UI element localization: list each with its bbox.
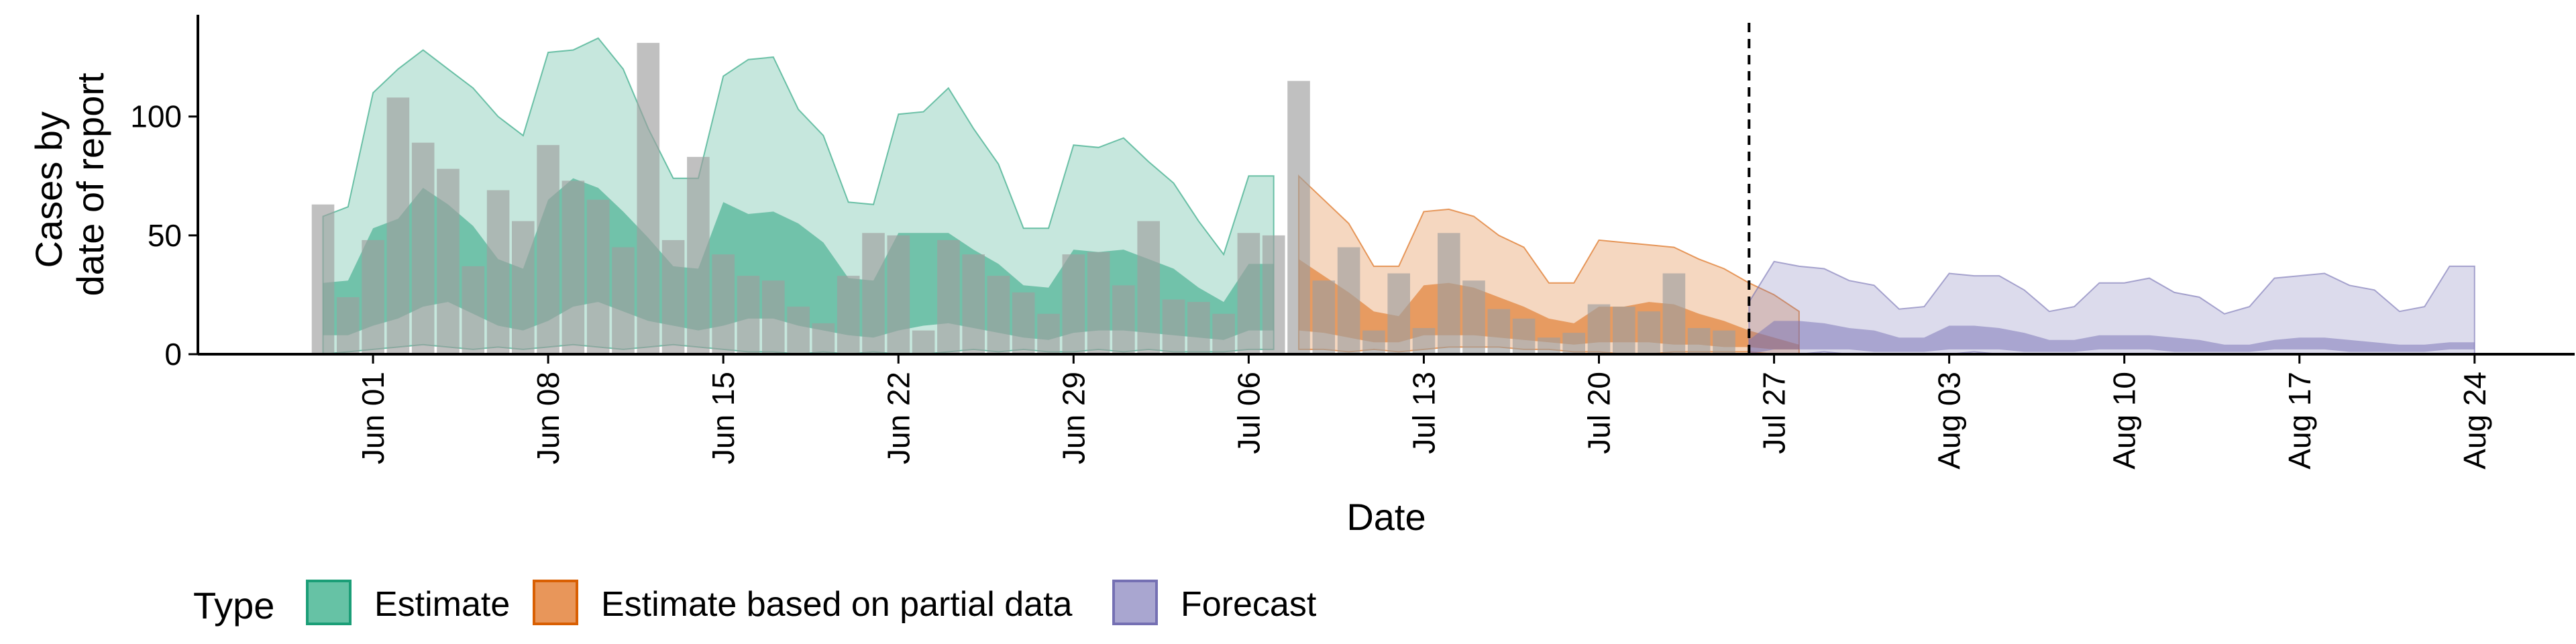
reported-cases-bar (712, 254, 735, 354)
x-axis-title: Date (1346, 496, 1426, 538)
reported-cases-bar (537, 145, 559, 354)
x-tick-label: Aug 10 (2107, 372, 2142, 470)
reported-cases-bar (486, 190, 510, 354)
x-tick-label: Aug 03 (1932, 372, 1967, 470)
legend: Type Estimate Estimate based on partial d… (193, 580, 1317, 627)
reported-cases-bar (837, 276, 860, 354)
reported-cases-bar (1062, 254, 1085, 354)
estimate-inner-ribbon (323, 178, 1274, 340)
y-axis-title-line-1: Cases by (28, 111, 70, 268)
reported-cases-bar (1312, 280, 1336, 354)
reported-cases-bar (1438, 233, 1460, 354)
reported-cases-bar (1137, 221, 1160, 354)
reported-cases-bar (1187, 302, 1210, 354)
y-axis-title-line-2: date of report (69, 72, 111, 297)
reported-cases-bar (1587, 304, 1611, 354)
reported-cases-bar (687, 156, 710, 354)
x-tick-label: Aug 24 (2457, 372, 2492, 470)
reported-cases-bar (1237, 233, 1260, 354)
y-tick-label: 100 (130, 99, 182, 134)
x-tick-label: Jul 20 (1582, 372, 1617, 454)
reported-cases-bar (1487, 309, 1511, 354)
reported-cases-bar (1112, 285, 1135, 354)
reported-cases-bar (1212, 313, 1235, 354)
reported-cases-bar (612, 247, 635, 354)
reported-cases-bar (1462, 280, 1485, 354)
legend-key-forecast (1112, 580, 1158, 625)
reported-cases-bar (737, 276, 760, 354)
x-tick-label: Jul 27 (1757, 372, 1792, 454)
reported-cases-bar (762, 280, 785, 354)
x-tick-label: Jun 15 (706, 372, 741, 464)
reported-cases-bar (1713, 330, 1735, 354)
reported-cases-bar (1387, 273, 1410, 354)
forecast-inner-ribbon (1749, 321, 2475, 354)
reported-cases-bar (1087, 252, 1110, 354)
reported-cases-bar (437, 168, 460, 354)
reported-cases-bar (512, 221, 535, 354)
reported-cases-bar (311, 204, 335, 354)
reported-cases-bar (661, 239, 685, 354)
reported-cases-bar (337, 297, 360, 354)
legend-label-forecast: Forecast (1181, 585, 1317, 624)
reported-cases-bar (1287, 80, 1310, 354)
reported-cases-bar (987, 276, 1010, 354)
x-ticks: Jun 01 Jun 08 Jun 15 Jun 22 Jun 29 Jul 06 Jul … (356, 354, 2492, 470)
reported-cases-bar (637, 42, 660, 355)
reported-cases-bar (586, 199, 610, 354)
reported-cases-bar (1613, 307, 1635, 354)
reported-cases-bar (1512, 318, 1536, 354)
reported-cases-bar (1687, 328, 1711, 354)
reported-cases-bar (462, 266, 485, 354)
reported-cases-bar (1412, 328, 1436, 354)
reported-cases-bar (1562, 333, 1585, 354)
x-tick-label: Jul 06 (1231, 372, 1266, 454)
reported-cases-bar (411, 142, 435, 354)
y-tick-label: 0 (164, 337, 182, 372)
reported-cases-bar (1538, 337, 1560, 354)
y-ticks: 0 50 100 (130, 99, 198, 372)
legend-title: Type (193, 584, 274, 627)
x-tick-label: Aug 17 (2282, 372, 2317, 470)
reported-cases-bar (561, 180, 585, 354)
axes (197, 15, 2575, 356)
reported-cases-bar (787, 307, 810, 354)
reported-cases-bar (1337, 247, 1360, 354)
x-tick-label: Jun 01 (356, 372, 390, 464)
y-tick-label: 50 (148, 218, 182, 253)
reported-cases-bar (912, 330, 935, 354)
reported-cases-bar (1037, 313, 1060, 354)
reported-cases-bar (362, 239, 384, 354)
reported-cases-bar (1012, 292, 1035, 354)
x-tick-label: Jun 08 (531, 372, 566, 464)
reported-cases-bar (937, 239, 960, 354)
x-tick-label: Jul 13 (1406, 372, 1441, 454)
reported-cases-bar (962, 254, 985, 354)
x-tick-label: Jun 22 (881, 372, 916, 464)
reported-cases-bar (1162, 299, 1185, 354)
reported-cases-bar (812, 323, 835, 354)
bar-layer (311, 42, 1735, 355)
legend-label-estimate: Estimate (374, 585, 510, 624)
legend-label-estimate-based-on-partial-data: Estimate based on partial data (601, 585, 1073, 624)
reported-cases-bar (862, 233, 885, 354)
x-tick-label: Jun 29 (1056, 372, 1091, 464)
y-axis-title: Cases by date of report (28, 72, 111, 297)
reported-cases-bar (887, 235, 910, 354)
reported-cases-bar (1638, 311, 1660, 354)
legend-key-estimate-based-on-partial-data (533, 580, 578, 625)
reported-cases-bar (386, 97, 410, 354)
reported-cases-bar (1662, 273, 1686, 354)
reported-cases-bar (1362, 330, 1385, 354)
legend-key-estimate (306, 580, 352, 625)
reported-cases-bar (1262, 235, 1285, 354)
